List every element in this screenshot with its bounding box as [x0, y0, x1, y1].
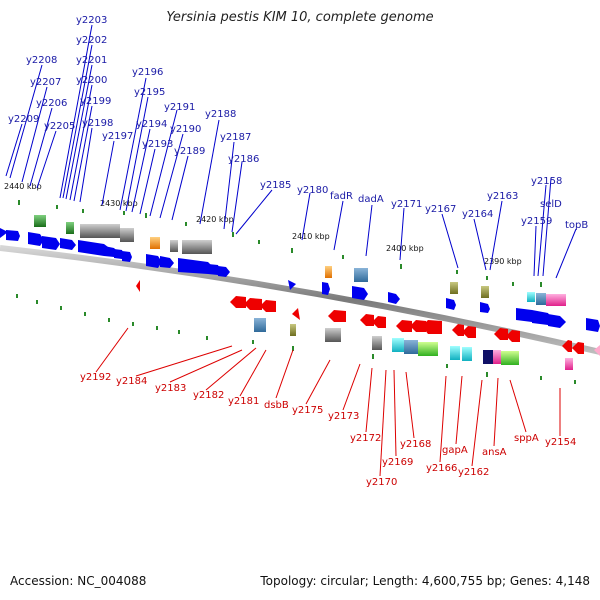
gene-label: y2171 — [391, 199, 422, 210]
gene-label: y2154 — [545, 437, 576, 448]
gene-label: y2205 — [44, 121, 75, 132]
gene-label: y2175 — [292, 405, 323, 416]
gene-label: y2187 — [220, 132, 251, 143]
scale-label: 2430 kbp — [100, 199, 138, 208]
gene-label: sppA — [514, 433, 539, 444]
gene-label: y2198 — [82, 118, 113, 129]
gene-label: y2189 — [174, 146, 205, 157]
gene-label: y2163 — [487, 191, 518, 202]
gene-label: y2169 — [382, 457, 413, 468]
scale-label: 2390 kbp — [484, 257, 522, 266]
gene-label: y2203 — [76, 15, 107, 26]
gene-label: y2192 — [80, 372, 111, 383]
gene-label: y2200 — [76, 75, 107, 86]
gene-label: selD — [540, 199, 562, 210]
forward-gene-arrows — [0, 228, 600, 332]
gene-label: y2193 — [142, 139, 173, 150]
gene-label: y2206 — [36, 98, 67, 109]
forward-gene-labels: y2203 y2202 y2201 y2200 y2199 y2198 y219… — [8, 15, 588, 231]
gene-label: y2185 — [260, 180, 291, 191]
accession-label: Accession: NC_004088 — [10, 574, 147, 588]
gene-label: y2209 — [8, 114, 39, 125]
gene-label: y2173 — [328, 411, 359, 422]
forward-gene-boxes — [34, 215, 566, 306]
tick-row-outer — [18, 200, 542, 287]
gene-label: y2167 — [425, 204, 456, 215]
gene-label: y2180 — [297, 185, 328, 196]
gene-label: y2190 — [170, 124, 201, 135]
scale-label: 2400 kbp — [386, 244, 424, 253]
gene-label: topB — [565, 220, 588, 231]
gene-label: y2168 — [400, 439, 431, 450]
gene-label: y2172 — [350, 433, 381, 444]
gene-label: y2201 — [76, 55, 107, 66]
gene-label: y2159 — [521, 216, 552, 227]
scale-label: 2420 kbp — [196, 215, 234, 224]
gene-label: y2186 — [228, 154, 259, 165]
gene-label: y2195 — [134, 87, 165, 98]
gene-label: y2196 — [132, 67, 163, 78]
reverse-gene-boxes — [254, 318, 573, 370]
gene-label: y2181 — [228, 396, 259, 407]
reverse-gene-labels: y2192 y2184 y2183 y2182 y2181 dsbB y2175… — [80, 372, 576, 488]
gene-label: fadR — [330, 191, 353, 202]
gene-label: y2208 — [26, 55, 57, 66]
tick-row-inner — [16, 294, 576, 384]
gene-label: dsbB — [264, 400, 289, 411]
genome-summary: Topology: circular; Length: 4,600,755 bp… — [260, 574, 590, 588]
gene-label: y2207 — [30, 77, 61, 88]
gene-label: y2191 — [164, 102, 195, 113]
gene-label: y2164 — [462, 209, 493, 220]
gene-label: y2162 — [458, 467, 489, 478]
gene-label: y2194 — [136, 119, 167, 130]
gene-label: y2183 — [155, 383, 186, 394]
gene-label: y2166 — [426, 463, 457, 474]
gene-label: y2202 — [76, 35, 107, 46]
gene-label: y2170 — [366, 477, 397, 488]
gene-label: y2188 — [205, 109, 236, 120]
scale-label: 2410 kbp — [292, 232, 330, 241]
scale-label: 2440 kbp — [4, 182, 42, 191]
gene-label: y2184 — [116, 376, 147, 387]
gene-label: y2197 — [102, 131, 133, 142]
gene-label: ansA — [482, 447, 507, 458]
gene-label: dadA — [358, 194, 384, 205]
gene-label: y2199 — [80, 96, 111, 107]
forward-leader-lines — [5, 24, 577, 279]
reverse-gene-arrows — [136, 280, 600, 356]
gene-label: y2182 — [193, 390, 224, 401]
reverse-leader-lines — [95, 327, 561, 477]
gene-label: gapA — [442, 445, 468, 456]
gene-label: y2158 — [531, 176, 562, 187]
genome-title: Yersinia pestis KIM 10, complete genome — [166, 10, 434, 25]
scale-labels: 2440 kbp 2430 kbp 2420 kbp 2410 kbp 2400… — [4, 182, 522, 266]
